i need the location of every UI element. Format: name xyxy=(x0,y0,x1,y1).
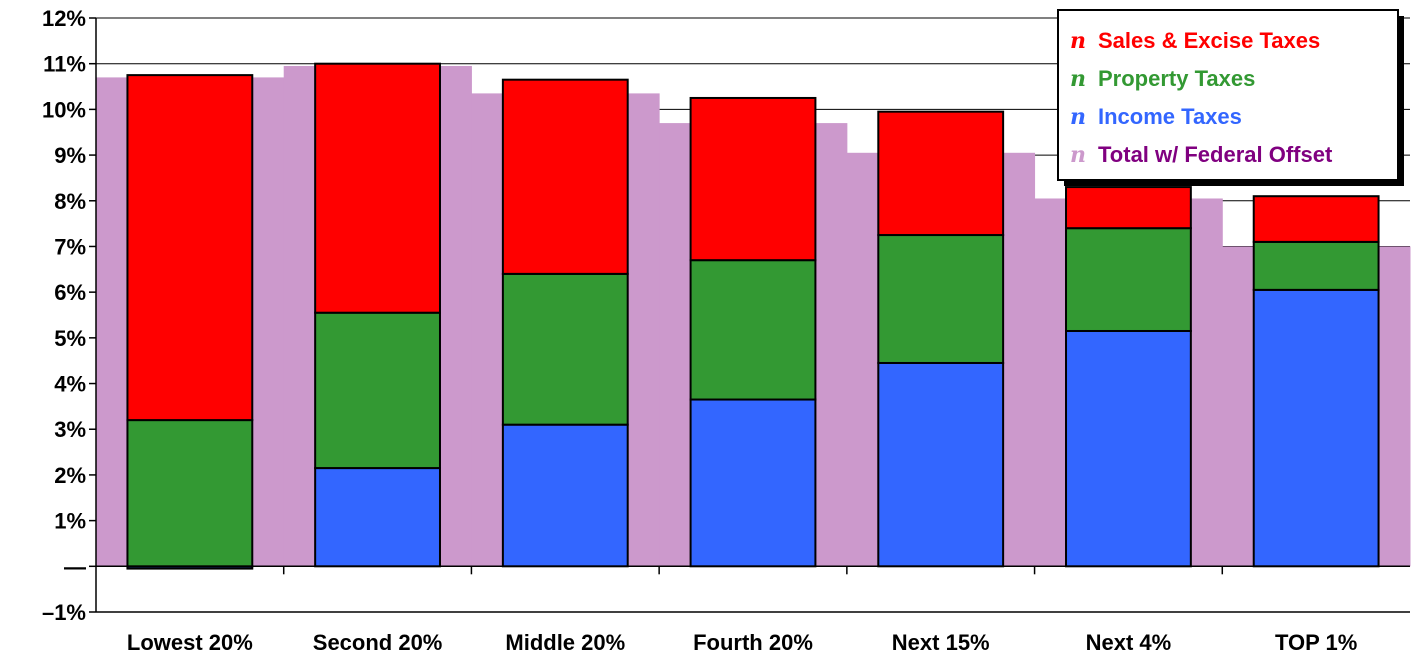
stacked-bars xyxy=(126,62,1380,570)
y-tick-label: 1% xyxy=(54,509,86,534)
y-tick-label: 4% xyxy=(54,372,86,397)
bar-segment-property-taxes xyxy=(1065,227,1192,332)
legend-entry-label: Property Taxes xyxy=(1098,66,1255,91)
y-tick-label: — xyxy=(64,554,86,579)
bar-segment-income-taxes xyxy=(314,467,441,568)
legend-entry-label: Income Taxes xyxy=(1098,104,1242,129)
bar-segment-sales-excise-taxes xyxy=(1252,195,1380,243)
y-tick-label: 6% xyxy=(54,280,86,305)
bar-segment-income-taxes xyxy=(689,398,817,568)
y-tick-label: 11% xyxy=(43,52,86,77)
x-category-label: Next 15% xyxy=(892,630,990,655)
y-tick-label: 3% xyxy=(54,417,86,442)
x-category-label: Second 20% xyxy=(313,630,443,655)
bar-segment-property-taxes xyxy=(877,234,1005,364)
bar-segment-sales-excise-taxes xyxy=(501,78,629,275)
bar-segment-income-taxes xyxy=(877,361,1005,568)
bar-segment-income-taxes xyxy=(501,423,629,568)
bar-segment-sales-excise-taxes xyxy=(126,74,254,422)
x-category-label: Next 4% xyxy=(1086,630,1172,655)
x-category-label: Lowest 20% xyxy=(127,630,253,655)
legend-marker-icon: n xyxy=(1070,66,1086,92)
legend-entry-label: Total w/ Federal Offset xyxy=(1098,142,1333,167)
y-tick-label: 9% xyxy=(54,143,86,168)
y-tick-label: 12% xyxy=(42,6,86,31)
y-tick-label: 2% xyxy=(54,463,86,488)
x-category-label: Fourth 20% xyxy=(693,630,813,655)
x-category-label: TOP 1% xyxy=(1275,630,1357,655)
bar-segment-sales-excise-taxes xyxy=(314,62,441,314)
bar-segment-property-taxes xyxy=(689,259,817,401)
bar-segment-property-taxes xyxy=(501,272,629,426)
y-tick-label: 7% xyxy=(54,234,86,259)
bar-segment-sales-excise-taxes xyxy=(1065,186,1192,230)
y-tick-label: 10% xyxy=(42,97,86,122)
legend: n Sales & Excise Taxes n Property Taxes n Inc… xyxy=(1057,9,1404,186)
bar-segment-property-taxes xyxy=(1252,240,1380,291)
bar-segment-property-taxes xyxy=(314,311,441,470)
legend-entry-label: Sales & Excise Taxes xyxy=(1098,28,1320,53)
axis-labels: 12% 11% 10% 9% 8% 7% 6% 5% 4% 3% 2% 1% — –1% Lowest 20… xyxy=(42,6,1357,655)
legend-marker-icon: n xyxy=(1070,142,1086,168)
legend-marker-icon: n xyxy=(1070,104,1086,130)
bar-segment-property-taxes xyxy=(126,419,254,568)
y-tick-label: 8% xyxy=(54,189,86,214)
axes xyxy=(89,17,1410,613)
bar-segment-sales-excise-taxes xyxy=(877,110,1005,237)
y-tick-label: 5% xyxy=(54,326,86,351)
bar-segment-income-taxes xyxy=(1065,329,1192,568)
x-category-label: Middle 20% xyxy=(505,630,625,655)
bar-segment-sales-excise-taxes xyxy=(689,96,817,262)
legend-marker-icon: n xyxy=(1070,28,1086,54)
bar-segment-income-taxes xyxy=(1252,288,1380,568)
legend-box xyxy=(1057,9,1399,181)
y-tick-label: –1% xyxy=(42,600,86,625)
